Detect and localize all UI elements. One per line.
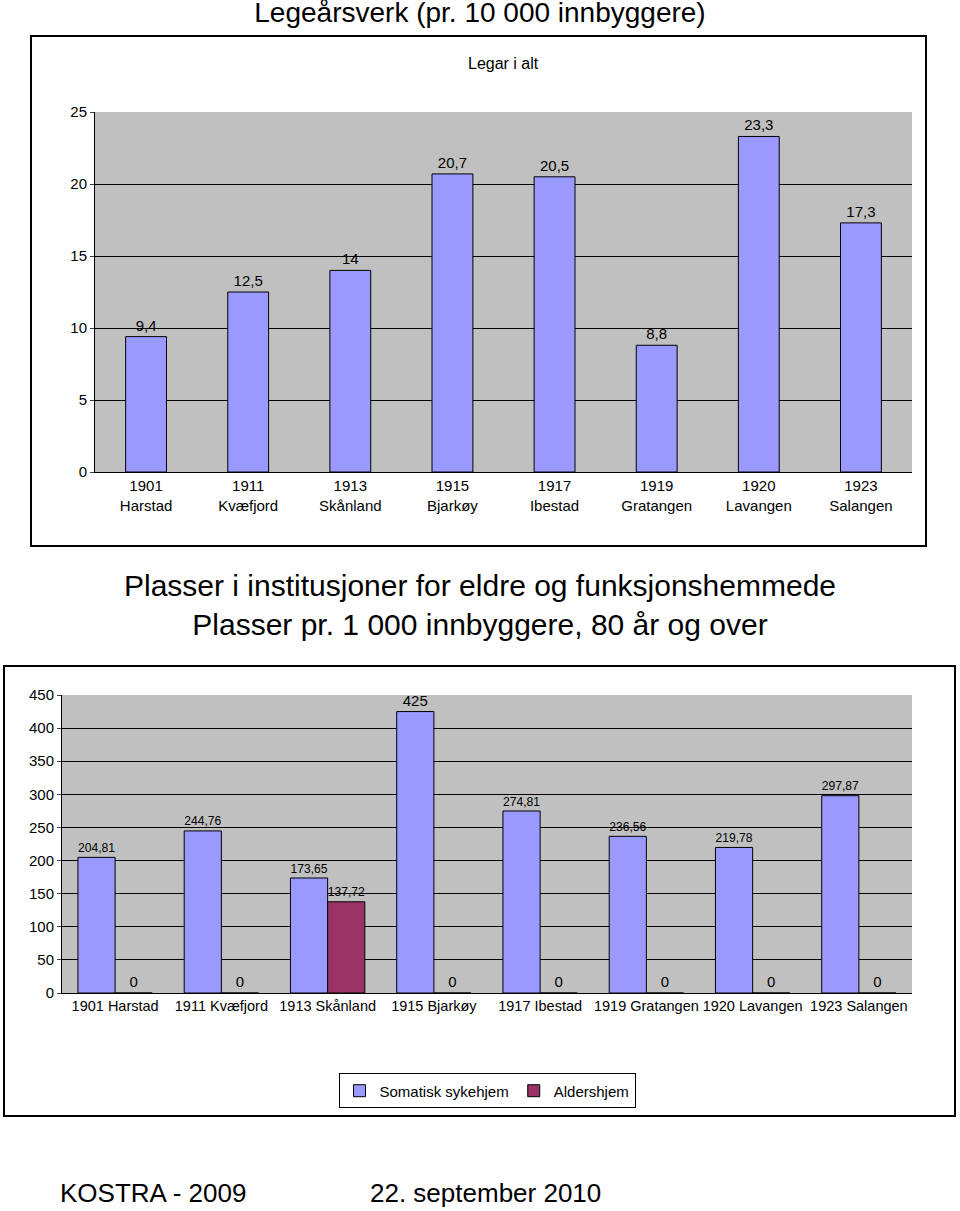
svg-text:300: 300 xyxy=(29,786,54,803)
svg-text:1923 Salangen: 1923 Salangen xyxy=(810,998,908,1014)
svg-text:0: 0 xyxy=(873,973,881,990)
svg-text:1911 Kvæfjord: 1911 Kvæfjord xyxy=(175,998,268,1014)
svg-text:204,81: 204,81 xyxy=(78,841,115,855)
svg-text:219,78: 219,78 xyxy=(715,831,752,845)
svg-text:1917Ibestad: 1917Ibestad xyxy=(530,477,579,514)
svg-text:20: 20 xyxy=(70,175,87,192)
svg-text:274,81: 274,81 xyxy=(503,795,540,809)
svg-text:1911Kvæfjord: 1911Kvæfjord xyxy=(218,477,278,514)
svg-text:10: 10 xyxy=(70,319,87,336)
html-text:KOSTRA - 2009: KOSTRA - 2009 xyxy=(60,1178,247,1208)
svg-text:200: 200 xyxy=(29,852,54,869)
svg-text:Aldershjem: Aldershjem xyxy=(554,1083,629,1100)
svg-text:5: 5 xyxy=(79,391,87,408)
svg-text:8,8: 8,8 xyxy=(646,325,667,342)
svg-text:1923Salangen: 1923Salangen xyxy=(829,477,892,514)
svg-text:Legar i alt: Legar i alt xyxy=(468,55,539,72)
svg-text:350: 350 xyxy=(29,752,54,769)
svg-text:Somatisk sykehjem: Somatisk sykehjem xyxy=(380,1083,509,1100)
svg-text:1913 Skånland: 1913 Skånland xyxy=(279,998,376,1014)
svg-text:Plasser i institusjoner for el: Plasser i institusjoner for eldre og fun… xyxy=(124,569,836,641)
svg-text:0: 0 xyxy=(79,463,87,480)
svg-text:450: 450 xyxy=(29,686,54,703)
svg-text:Legeårsverk (pr. 10 000 innbyg: Legeårsverk (pr. 10 000 innbyggere) xyxy=(254,0,705,28)
svg-text:173,65: 173,65 xyxy=(290,862,327,876)
svg-text:1901Harstad: 1901Harstad xyxy=(120,477,173,514)
svg-text:9,4: 9,4 xyxy=(136,317,157,334)
svg-text:0: 0 xyxy=(46,984,54,1001)
html-text:22. september 2010: 22. september 2010 xyxy=(370,1178,602,1208)
svg-text:17,3: 17,3 xyxy=(846,203,875,220)
svg-text:1915 Bjarkøy: 1915 Bjarkøy xyxy=(391,998,477,1014)
svg-text:297,87: 297,87 xyxy=(822,779,859,793)
svg-text:137,72: 137,72 xyxy=(328,885,365,899)
svg-text:100: 100 xyxy=(29,918,54,935)
svg-text:0: 0 xyxy=(236,973,244,990)
svg-text:1919 Gratangen: 1919 Gratangen xyxy=(594,998,699,1014)
svg-text:23,3: 23,3 xyxy=(744,116,773,133)
svg-text:0: 0 xyxy=(767,973,775,990)
svg-text:150: 150 xyxy=(29,885,54,902)
svg-text:425: 425 xyxy=(403,692,428,709)
svg-text:0: 0 xyxy=(130,973,138,990)
svg-text:244,76: 244,76 xyxy=(184,814,221,828)
svg-text:0: 0 xyxy=(555,973,563,990)
svg-text:1901 Harstad: 1901 Harstad xyxy=(72,998,159,1014)
svg-text:250: 250 xyxy=(29,819,54,836)
svg-text:1919Gratangen: 1919Gratangen xyxy=(621,477,692,514)
svg-text:50: 50 xyxy=(37,951,54,968)
svg-text:400: 400 xyxy=(29,719,54,736)
svg-text:1920 Lavangen: 1920 Lavangen xyxy=(703,998,803,1014)
svg-text:20,7: 20,7 xyxy=(438,154,467,171)
svg-text:20,5: 20,5 xyxy=(540,157,569,174)
svg-text:1913Skånland: 1913Skånland xyxy=(319,477,382,514)
svg-text:0: 0 xyxy=(661,973,669,990)
svg-text:236,56: 236,56 xyxy=(609,820,646,834)
svg-text:25: 25 xyxy=(70,103,87,120)
svg-text:1915Bjarkøy: 1915Bjarkøy xyxy=(427,477,478,514)
svg-text:0: 0 xyxy=(448,973,456,990)
svg-text:1920Lavangen: 1920Lavangen xyxy=(726,477,792,514)
svg-text:14: 14 xyxy=(342,250,359,267)
svg-text:15: 15 xyxy=(70,247,87,264)
svg-text:12,5: 12,5 xyxy=(234,272,263,289)
svg-text:1917 Ibestad: 1917 Ibestad xyxy=(498,998,582,1014)
